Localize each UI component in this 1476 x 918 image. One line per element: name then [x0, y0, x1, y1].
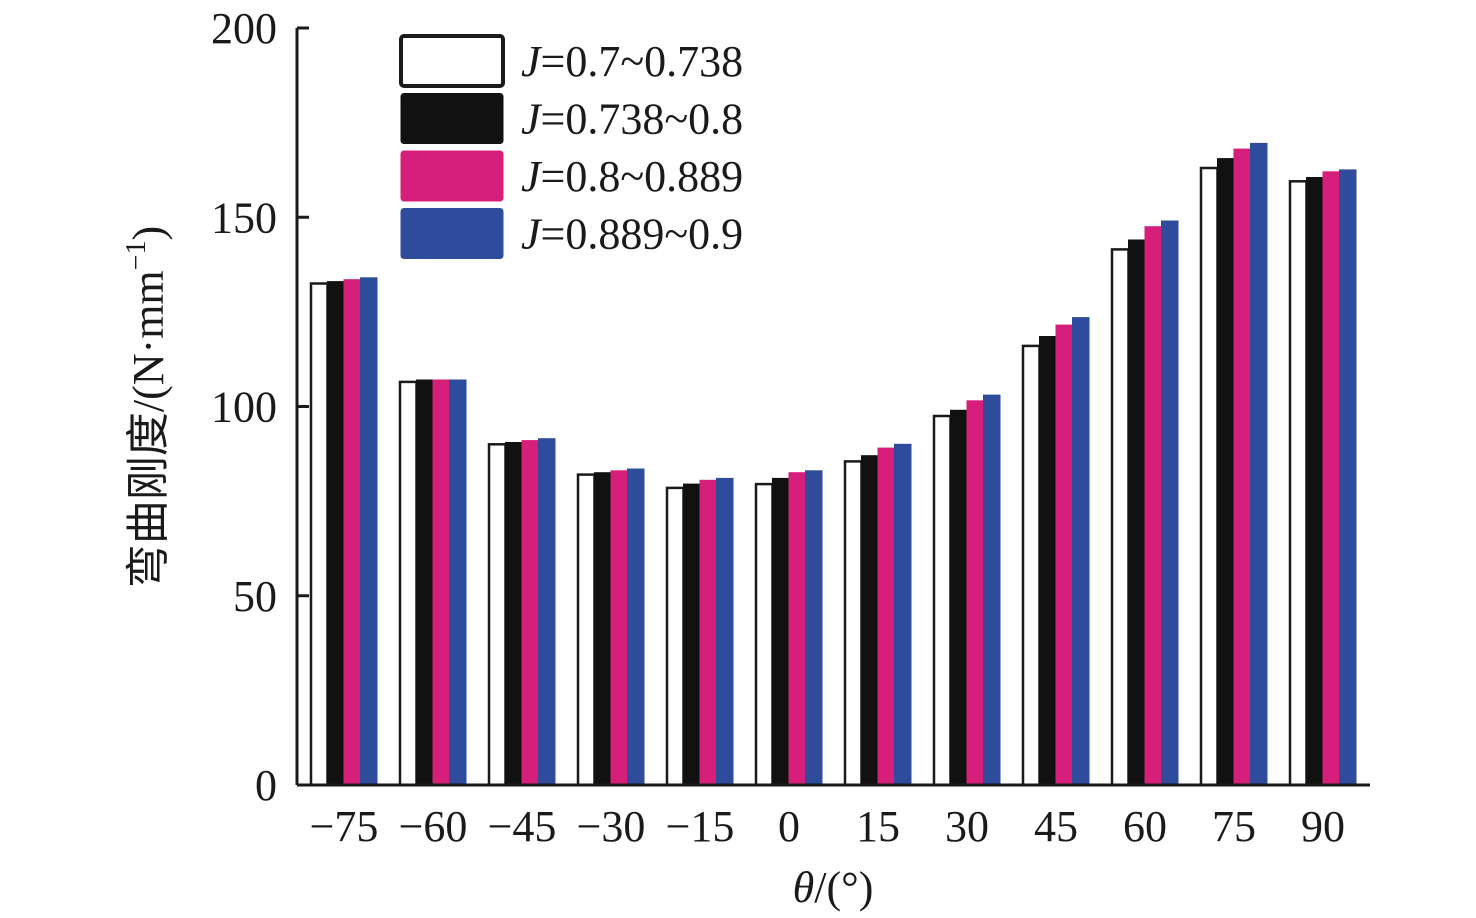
- bar-s3-c11: [1339, 169, 1357, 786]
- bar-s1-c8: [1039, 336, 1057, 786]
- y-tick-label-1: 50: [233, 572, 277, 621]
- x-axis-symbol: θ: [793, 863, 815, 912]
- bar-s2-c11: [1322, 171, 1340, 786]
- y-tick-label-3: 150: [211, 193, 277, 242]
- bar-s3-c7: [983, 394, 1001, 786]
- x-tick-label-7: 30: [945, 802, 989, 851]
- bar-s0-c8: [1021, 344, 1041, 787]
- x-tick-label-8: 45: [1034, 802, 1078, 851]
- x-tick-label-5: 0: [778, 802, 800, 851]
- bar-s1-c4: [683, 483, 701, 786]
- bar-s0-c10: [1199, 166, 1219, 787]
- legend-label-3: J=0.889~0.9: [521, 210, 743, 259]
- x-ticks: −75 −60 −45 −30 −15 0 15 30 45 60 75 90: [310, 802, 1345, 851]
- bar-s3-c3: [627, 468, 645, 786]
- bar-s0-c9: [1110, 248, 1130, 787]
- bar-s0-c6: [843, 460, 863, 787]
- x-tick-label-9: 60: [1123, 802, 1167, 851]
- x-tick-label-6: 15: [856, 802, 900, 851]
- legend-swatch-2: [400, 150, 504, 202]
- bar-s0-c0: [309, 282, 329, 787]
- bar-s3-c8: [1072, 317, 1090, 786]
- bar-s2-c1: [432, 379, 450, 786]
- bar-s3-c6: [894, 443, 912, 786]
- bar-s3-c1: [449, 379, 467, 786]
- bar-s1-c5: [772, 477, 790, 786]
- bar-s0-c3: [576, 473, 596, 787]
- bar-s2-c8: [1055, 324, 1073, 786]
- legend-label-0: J=0.7~0.738: [521, 37, 743, 86]
- bar-s2-c2: [521, 440, 539, 786]
- bar-s2-c6: [877, 447, 895, 786]
- legend-swatch-1: [400, 93, 504, 144]
- bar-s0-c11: [1288, 180, 1308, 787]
- bar-s0-c7: [932, 414, 952, 787]
- legend-swatch-0: [399, 34, 505, 88]
- y-axis-sup: −1: [121, 241, 152, 271]
- bar-s1-c9: [1128, 239, 1146, 786]
- bar-s2-c7: [966, 400, 984, 786]
- bar-s2-c5: [788, 472, 806, 786]
- bar-s3-c0: [360, 277, 378, 786]
- bar-s2-c0: [343, 279, 361, 786]
- y-axis-main: 弯曲刚度/(N·mm: [124, 270, 173, 588]
- x-tick-label-0: −75: [310, 802, 379, 851]
- x-tick-label-10: 75: [1212, 802, 1256, 851]
- y-axis-title: 弯曲刚度/(N·mm−1): [121, 226, 173, 588]
- x-tick-label-2: −45: [488, 802, 557, 851]
- bar-s2-c3: [610, 470, 628, 786]
- bar-s0-c1: [398, 380, 418, 787]
- y-tick-label-0: 0: [255, 761, 277, 810]
- bar-s1-c11: [1306, 177, 1324, 786]
- bar-s1-c7: [950, 409, 968, 786]
- y-tick-label-2: 100: [211, 383, 277, 432]
- legend-label-1: J=0.738~0.8: [521, 95, 743, 144]
- bar-s3-c10: [1250, 142, 1268, 786]
- bar-s0-c2: [487, 443, 507, 787]
- legend-label-2: J=0.8~0.889: [521, 152, 743, 201]
- bar-s0-c4: [665, 486, 685, 787]
- y-ticks: 0 50 100 150 200: [211, 4, 309, 810]
- bar-s1-c1: [416, 379, 434, 786]
- x-tick-label-11: 90: [1301, 802, 1345, 851]
- legend-swatch-3: [400, 208, 504, 259]
- bar-s1-c0: [327, 281, 345, 786]
- y-tick-label-4: 200: [211, 4, 277, 53]
- y-axis-close: ): [124, 226, 173, 241]
- bar-s3-c5: [805, 470, 823, 786]
- x-tick-label-3: −30: [577, 802, 646, 851]
- bar-s1-c2: [505, 442, 523, 786]
- bar-s2-c10: [1233, 148, 1251, 786]
- bar-s2-c9: [1144, 226, 1162, 786]
- bar-s1-c6: [861, 455, 879, 786]
- x-axis-title: θ/(°): [793, 863, 874, 912]
- bar-s1-c10: [1217, 158, 1235, 786]
- bar-s1-c3: [594, 472, 612, 786]
- bar-s0-c5: [754, 482, 774, 787]
- bar-s3-c4: [716, 477, 734, 786]
- x-tick-label-1: −60: [399, 802, 468, 851]
- x-tick-label-4: −15: [666, 802, 735, 851]
- x-axis-unit: /(°): [814, 863, 873, 912]
- legend: J=0.7~0.738 J=0.738~0.8 J=0.8~0.889 J=0.889…: [399, 34, 743, 259]
- bar-s2-c4: [699, 479, 717, 786]
- bar-s3-c9: [1161, 220, 1179, 786]
- bar-s3-c2: [538, 438, 556, 786]
